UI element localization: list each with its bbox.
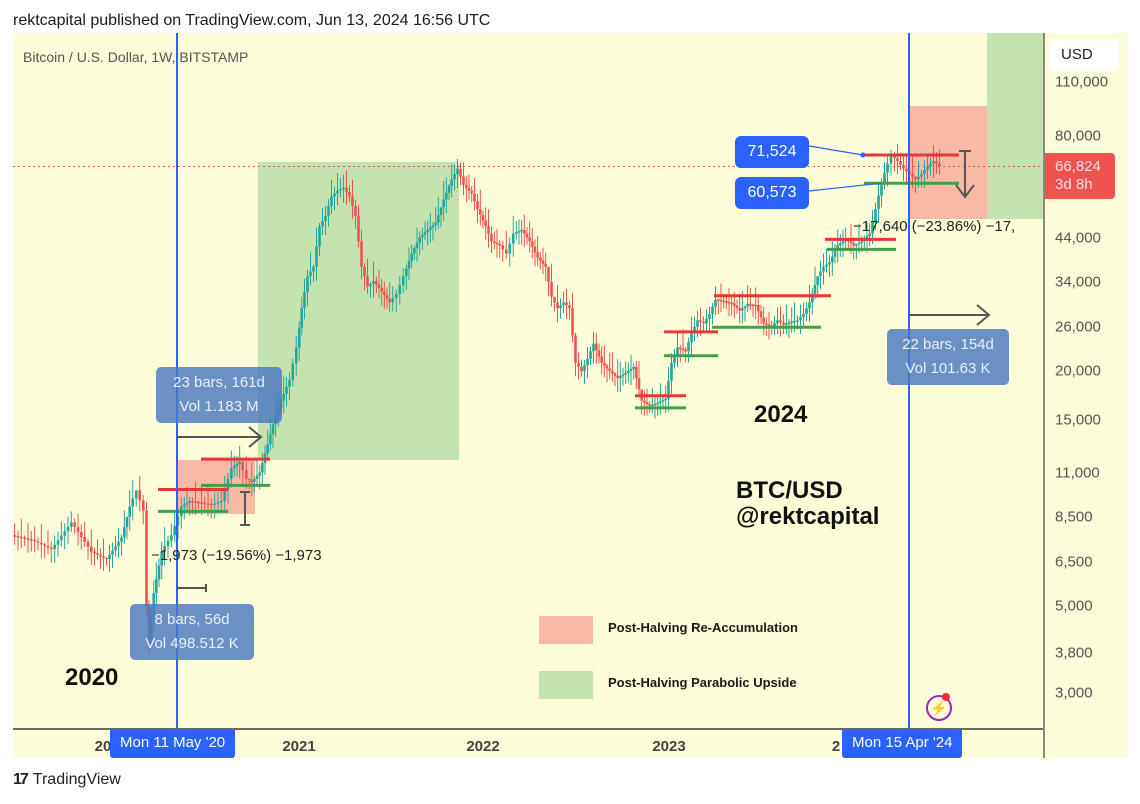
price-tick: 3,000 xyxy=(1055,684,1093,702)
chart-container: Bitcoin / U.S. Dollar, 1W, BITSTAMP 71,5… xyxy=(13,33,1128,758)
price-tick: 20,000 xyxy=(1055,362,1101,380)
price-tick: 15,000 xyxy=(1055,411,1101,429)
measure-volume: Vol 101.63 K xyxy=(905,360,991,377)
watermark-pair: BTC/USD xyxy=(736,477,843,504)
measure-box-2020[interactable]: 8 bars, 56d Vol 498.512 K xyxy=(130,604,254,660)
year-label-2024: 2024 xyxy=(754,401,808,428)
price-tick: 80,000 xyxy=(1055,127,1101,145)
tradingview-logo-icon: 17 xyxy=(13,771,29,788)
legend-label-reaccumulation: Post-Halving Re-Accumulation xyxy=(608,620,798,635)
current-price: 66,824 xyxy=(1055,158,1101,175)
price-tick: 8,500 xyxy=(1055,508,1093,526)
candlestick-chart xyxy=(13,33,1043,728)
year-tick: 2022 xyxy=(466,738,500,755)
measure-volume: Vol 498.512 K xyxy=(145,635,239,652)
lightning-icon[interactable]: ⚡ xyxy=(926,695,952,721)
watermark: BTC/USD @rektcapital xyxy=(736,478,879,530)
year-tick: 2021 xyxy=(282,738,316,755)
legend-swatch-parabolic xyxy=(539,671,593,699)
price-tick: 44,000 xyxy=(1055,229,1101,247)
measure-box-2024[interactable]: 22 bars, 154d Vol 101.63 K xyxy=(887,329,1009,385)
measure-bars: 22 bars, 154d xyxy=(902,336,994,353)
currency-button[interactable]: USD xyxy=(1049,39,1119,71)
year-tick: 2 xyxy=(831,738,841,755)
brand-name: TradingView xyxy=(32,771,121,788)
measure-volume: Vol 1.183 M xyxy=(179,398,259,415)
drop-measure-2024: −17,640 (−23.86%) −17, xyxy=(853,218,1016,235)
price-tick: 11,000 xyxy=(1055,464,1100,482)
current-price-badge: 66,824 3d 8h xyxy=(1045,153,1115,199)
price-tick: 34,000 xyxy=(1055,273,1101,291)
price-tick: 110,000 xyxy=(1055,73,1109,91)
price-tick: 6,500 xyxy=(1055,553,1093,571)
price-label-low[interactable]: 60,573 xyxy=(735,177,809,209)
drop-measure-2020: −1,973 (−19.56%) −1,973 xyxy=(151,547,322,564)
time-axis[interactable]: 20 2021 2022 2023 2 Mon 11 May '20 Mon 15 Ap… xyxy=(13,728,1043,760)
bar-countdown: 3d 8h xyxy=(1055,176,1093,193)
price-tick: 26,000 xyxy=(1055,318,1101,336)
footer-brand[interactable]: 17 TradingView xyxy=(13,771,121,789)
price-tick: 3,800 xyxy=(1055,644,1093,662)
measure-bars: 8 bars, 56d xyxy=(154,611,230,628)
price-label-high[interactable]: 71,524 xyxy=(735,136,809,168)
year-tick: 2023 xyxy=(652,738,686,755)
legend-swatch-reaccumulation xyxy=(539,616,593,644)
date-tag-halving-2020: Mon 11 May '20 xyxy=(110,730,236,758)
watermark-handle: @rektcapital xyxy=(736,503,880,530)
plot-area[interactable]: Bitcoin / U.S. Dollar, 1W, BITSTAMP 71,5… xyxy=(13,33,1043,728)
year-tick: 20 xyxy=(94,738,112,755)
year-label-2020: 2020 xyxy=(65,664,119,691)
notification-dot-icon xyxy=(942,693,950,701)
price-axis[interactable]: USD 110,000 80,000 44,000 34,000 26,000 20,00… xyxy=(1043,33,1130,758)
publisher-caption: rektcapital published on TradingView.com… xyxy=(13,12,491,29)
symbol-title: Bitcoin / U.S. Dollar, 1W, BITSTAMP xyxy=(23,49,249,65)
date-tag-halving-2024: Mon 15 Apr '24 xyxy=(842,730,963,758)
legend-label-parabolic: Post-Halving Parabolic Upside xyxy=(608,675,797,690)
price-tick: 5,000 xyxy=(1055,597,1093,615)
measure-bars: 23 bars, 161d xyxy=(173,374,265,391)
measure-box-2021[interactable]: 23 bars, 161d Vol 1.183 M xyxy=(156,367,282,423)
